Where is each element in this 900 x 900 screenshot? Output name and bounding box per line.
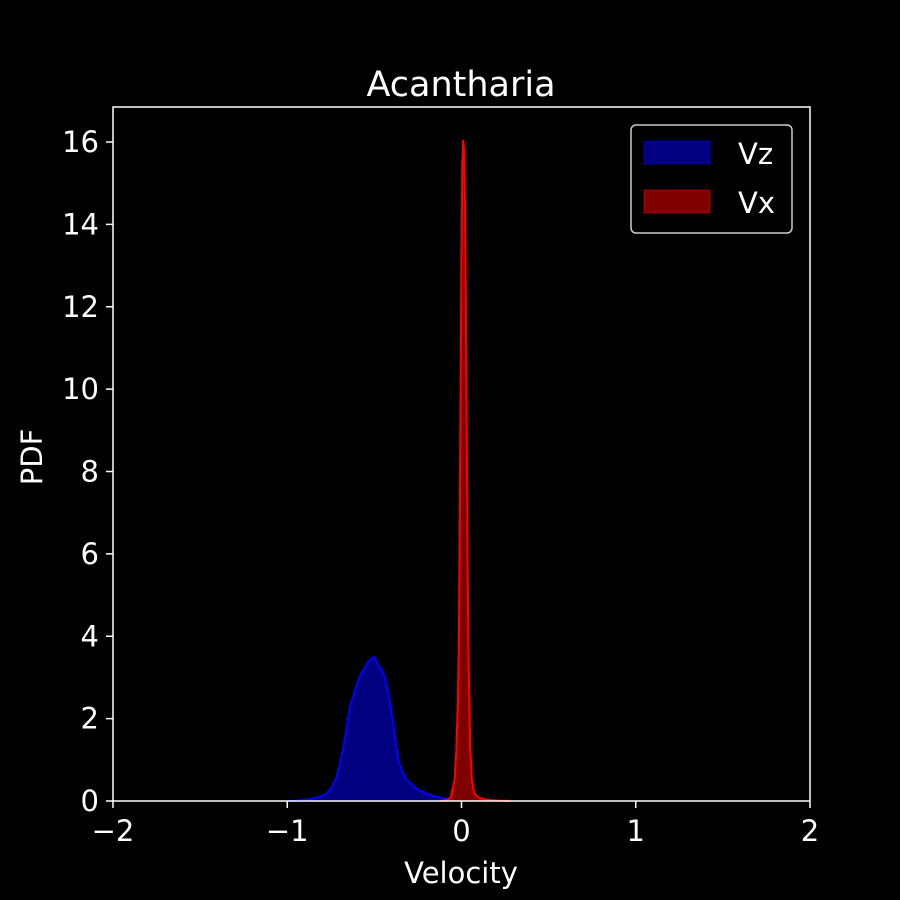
legend: Vz Vx (630, 124, 793, 234)
y-tick-label: 4 (81, 619, 99, 653)
y-tick-label: 12 (62, 290, 99, 324)
density-line-vz (287, 655, 462, 802)
bar-vz (367, 660, 372, 802)
bar-vz (374, 658, 377, 802)
y-axis-ticks: 0 2 4 6 8 10 12 14 16 (62, 125, 113, 818)
density-line-vx (440, 139, 511, 802)
bar-vz (370, 657, 375, 802)
x-tick-label: −2 (92, 814, 135, 848)
x-tick-label: 0 (452, 814, 470, 848)
y-tick-label: 10 (62, 372, 99, 406)
bar-vz (381, 673, 385, 802)
bar-vz (353, 689, 358, 802)
y-axis-label: PDF (15, 429, 49, 486)
x-axis-ticks: −2 −1 0 1 2 (92, 801, 819, 848)
bar-vz (388, 704, 392, 802)
y-tick-label: 16 (62, 125, 99, 159)
y-tick-label: 14 (62, 207, 99, 241)
legend-swatch-vz (643, 140, 711, 165)
bar-vz (363, 665, 368, 802)
y-tick-label: 8 (81, 455, 99, 489)
x-axis-label: Velocity (404, 856, 518, 890)
bar-vz (349, 700, 354, 802)
bar-vz (409, 783, 413, 802)
bar-vz (375, 662, 379, 802)
bar-vz (377, 666, 382, 802)
chart-title: Acantharia (366, 65, 555, 105)
x-tick-label: −1 (266, 814, 309, 848)
bar-vz (416, 789, 420, 802)
legend-label-vx: Vx (738, 186, 775, 220)
x-tick-label: 1 (627, 814, 645, 848)
bar-vz (356, 679, 361, 802)
bar-vz (360, 672, 365, 802)
x-tick-label: 2 (801, 814, 819, 848)
legend-label-vz: Vz (738, 137, 773, 171)
y-tick-label: 6 (81, 537, 99, 571)
y-tick-label: 0 (81, 784, 99, 818)
bar-vz (384, 685, 389, 802)
legend-swatch-vx (643, 189, 711, 214)
bar-vz (405, 780, 410, 802)
y-tick-label: 2 (81, 702, 99, 736)
